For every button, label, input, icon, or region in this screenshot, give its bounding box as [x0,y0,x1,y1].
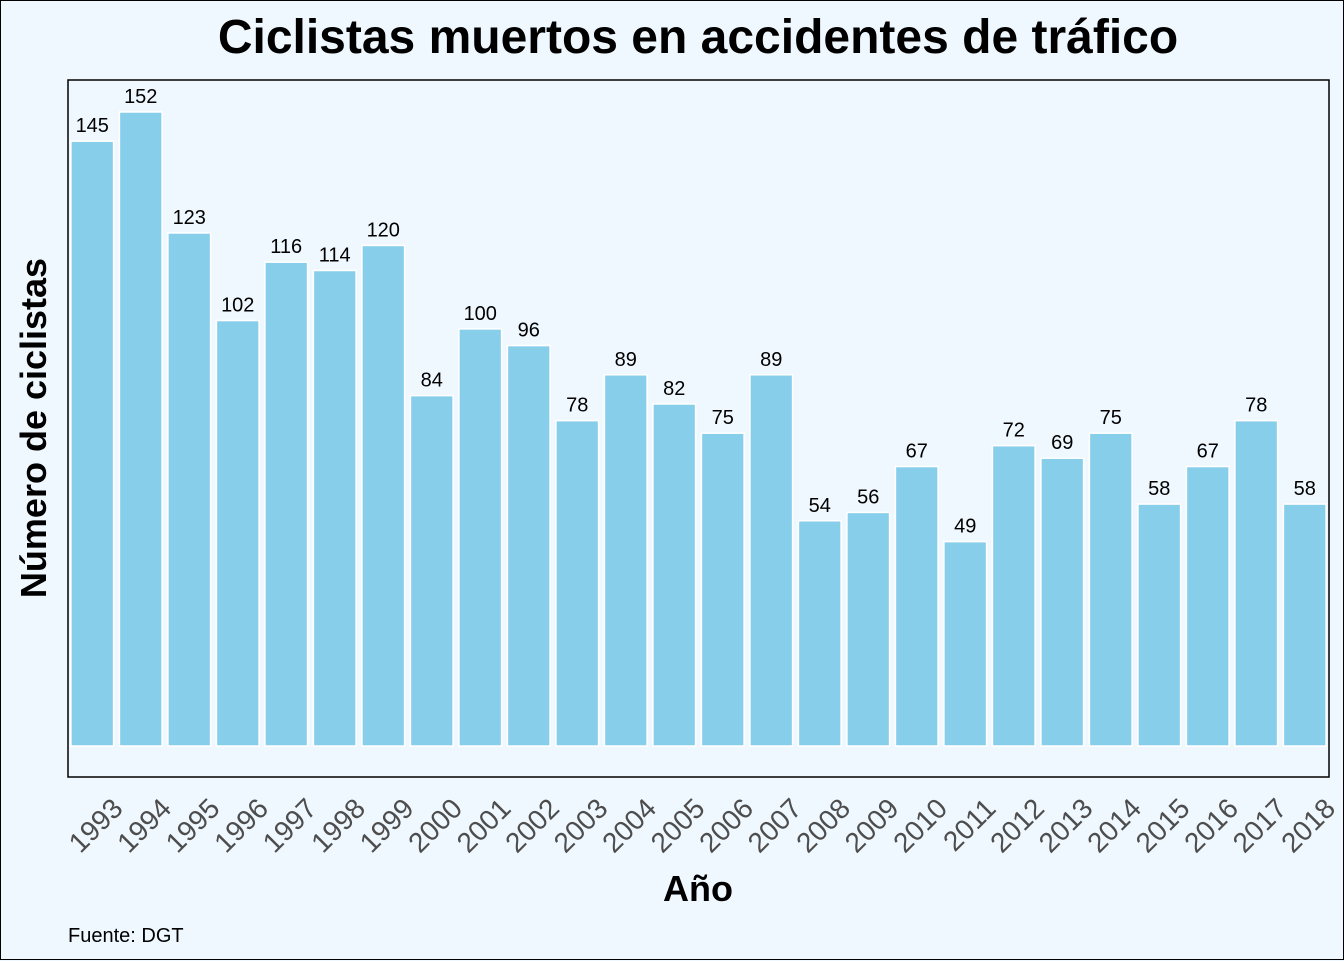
bar-2013 [1040,457,1085,747]
data-label-1999: 120 [367,219,400,241]
x-tick-label-1997: 1997 [257,792,323,858]
data-label-1996: 102 [221,295,254,317]
data-label-2005: 82 [663,378,685,400]
x-tick-label-2008: 2008 [790,792,856,858]
bar-2018 [1282,503,1327,747]
bar-2012 [991,444,1036,747]
data-label-2003: 78 [566,395,588,417]
x-tick-label-1994: 1994 [111,792,177,858]
bar-2003 [555,419,600,747]
chart-title: Ciclistas muertos en accidentes de tráfi… [218,11,1178,64]
data-label-2002: 96 [518,320,540,342]
x-axis-title: Año [663,868,733,909]
bar-2010 [894,465,939,747]
plot-panel [67,79,1330,778]
x-tick-label-2006: 2006 [693,792,759,858]
bar-1998 [312,269,357,747]
x-tick-label-2015: 2015 [1130,792,1196,858]
bar-2000 [409,394,454,747]
x-tick-label-2018: 2018 [1275,792,1341,858]
bars-group [70,111,1327,747]
bar-1997 [264,261,309,747]
data-label-1995: 123 [173,207,206,229]
data-label-2006: 75 [712,407,734,429]
x-tick-label-2010: 2010 [887,792,953,858]
y-axis-title: Número de ciclistas [13,258,54,598]
data-label-1997: 116 [270,236,302,258]
bar-2005 [652,403,697,747]
x-tick-label-1996: 1996 [208,792,274,858]
x-tick-label-2003: 2003 [548,792,614,858]
bar-2007 [749,374,794,747]
data-label-2008: 54 [809,495,831,517]
x-tick-label-1998: 1998 [305,792,371,858]
x-tick-label-2016: 2016 [1178,792,1244,858]
data-label-2010: 67 [906,441,928,463]
data-label-1994: 152 [124,86,157,108]
bar-2017 [1234,419,1279,747]
data-label-2015: 58 [1148,478,1170,500]
data-label-2007: 89 [760,349,782,371]
x-tick-label-2013: 2013 [1033,792,1099,858]
bar-1993 [70,140,115,747]
data-label-2000: 84 [421,370,443,392]
bar-2011 [943,540,988,747]
x-tick-label-2002: 2002 [499,792,565,858]
data-label-2012: 72 [1003,420,1025,442]
bar-2009 [846,511,891,747]
bar-1996 [215,319,260,747]
x-tick-label-2001: 2001 [451,792,517,858]
x-tick-label-1995: 1995 [160,792,226,858]
bar-2015 [1137,503,1182,747]
data-label-2017: 78 [1245,395,1267,417]
data-label-2011: 49 [954,516,976,538]
bar-2004 [603,374,648,747]
bar-2016 [1185,465,1230,747]
x-tick-label-2007: 2007 [742,792,808,858]
x-tick-label-2017: 2017 [1227,792,1293,858]
bar-2008 [797,520,842,747]
x-tick-label-1999: 1999 [354,792,420,858]
bar-2014 [1088,432,1133,747]
x-tick-label-2011: 2011 [937,792,1002,857]
source-caption: Fuente: DGT [68,925,184,947]
x-tick-label-2004: 2004 [596,792,662,858]
bar-1994 [118,111,163,747]
x-tick-label-1993: 1993 [63,792,129,858]
x-tick-label-2000: 2000 [402,792,468,858]
data-label-1998: 114 [319,245,351,267]
data-labels-group: 145 152 123 102 116 114 120 84 100 96 78 89 82 75 89 54… [76,86,1316,538]
x-tick-label-2009: 2009 [839,792,905,858]
x-tick-labels-group: 1993199419951996199719981999200020012002… [63,792,1341,858]
data-label-2004: 89 [615,349,637,371]
bar-1999 [361,244,406,747]
data-label-1993: 145 [76,115,109,137]
bar-2001 [458,328,503,747]
data-label-2013: 69 [1051,432,1073,454]
bar-1995 [167,232,212,747]
bar-2006 [700,432,745,747]
x-tick-label-2012: 2012 [984,792,1050,858]
x-tick-label-2014: 2014 [1081,792,1147,858]
data-label-2016: 67 [1197,441,1219,463]
data-label-2009: 56 [857,486,879,508]
data-label-2014: 75 [1100,407,1122,429]
x-tick-label-2005: 2005 [645,792,711,858]
data-label-2001: 100 [464,303,497,325]
bar-2002 [506,344,551,747]
data-label-2018: 58 [1294,478,1316,500]
